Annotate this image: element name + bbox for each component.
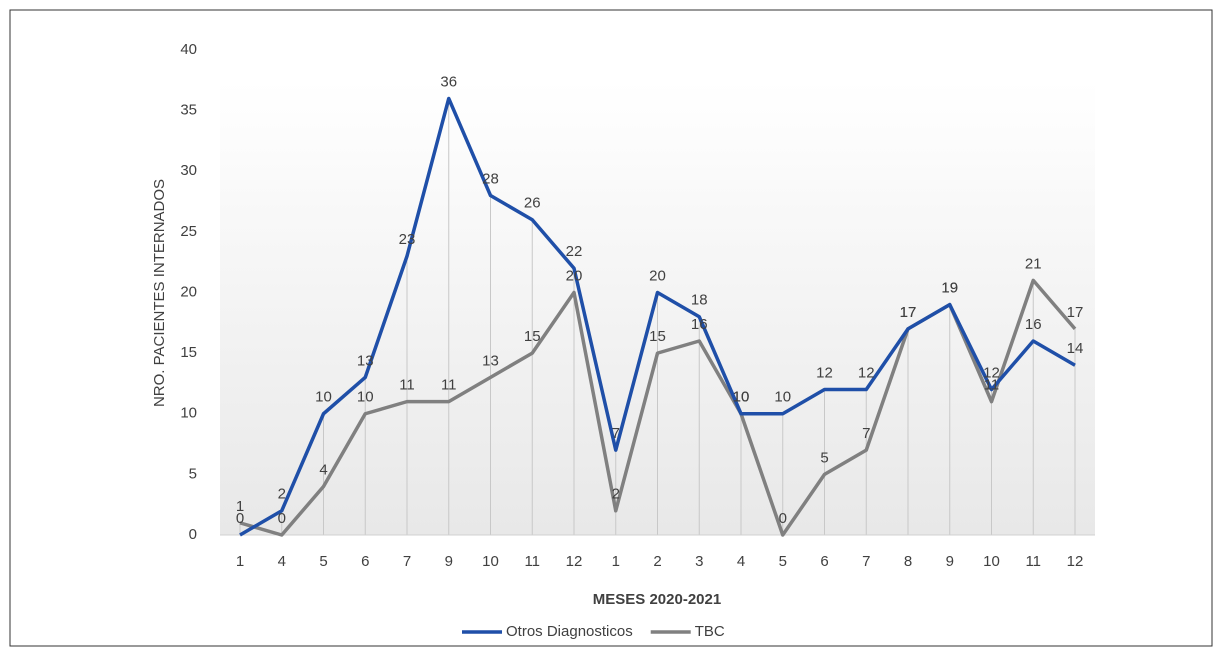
x-tick-label: 6 <box>820 553 828 570</box>
data-label: 21 <box>1025 255 1042 272</box>
data-label: 10 <box>357 389 374 406</box>
x-tick-label: 1 <box>612 553 620 570</box>
x-tick-label: 11 <box>1025 553 1041 570</box>
data-label: 12 <box>858 364 875 381</box>
x-tick-label: 3 <box>695 553 703 570</box>
x-tick-label: 6 <box>361 553 369 570</box>
data-label: 14 <box>1067 340 1084 357</box>
data-label: 26 <box>524 195 541 212</box>
legend-label: Otros Diagnosticos <box>506 623 633 640</box>
series-line <box>239 96 1076 537</box>
data-label: 22 <box>566 243 583 260</box>
legend-label: TBC <box>695 623 725 640</box>
y-tick-label: 0 <box>189 526 197 543</box>
x-tick-label: 7 <box>403 553 411 570</box>
data-label: 20 <box>566 267 583 284</box>
data-label: 13 <box>482 352 499 369</box>
data-label: 10 <box>733 389 750 406</box>
data-label: 7 <box>862 425 870 442</box>
x-tick-label: 10 <box>482 553 499 570</box>
x-tick-label: 9 <box>445 553 453 570</box>
data-label: 2 <box>278 486 286 503</box>
x-tick-label: 9 <box>946 553 954 570</box>
data-label: 15 <box>524 328 541 345</box>
data-label: 17 <box>900 304 917 321</box>
data-label: 12 <box>983 364 1000 381</box>
data-label: 36 <box>440 73 457 90</box>
x-tick-label: 10 <box>983 553 1000 570</box>
x-tick-label: 8 <box>904 553 912 570</box>
x-axis-title: MESES 2020-2021 <box>593 591 721 608</box>
y-tick-label: 40 <box>180 41 197 58</box>
data-label: 11 <box>984 377 1000 394</box>
data-label: 2 <box>612 486 620 503</box>
data-label: 7 <box>612 425 620 442</box>
data-label: 16 <box>691 316 708 333</box>
x-tick-label: 12 <box>566 553 583 570</box>
x-tick-label: 2 <box>653 553 661 570</box>
y-tick-label: 15 <box>180 344 197 361</box>
data-label: 16 <box>1025 316 1042 333</box>
data-label: 17 <box>1067 304 1084 321</box>
data-label: 0 <box>779 510 787 527</box>
data-label: 19 <box>941 280 958 297</box>
data-label: 23 <box>399 231 416 248</box>
x-tick-label: 11 <box>524 553 540 570</box>
data-label: 15 <box>649 328 666 345</box>
x-tick-label: 5 <box>779 553 787 570</box>
data-label: 0 <box>278 510 286 527</box>
x-tick-label: 12 <box>1067 553 1084 570</box>
data-label: 10 <box>733 389 750 406</box>
data-label: 13 <box>357 352 374 369</box>
data-label: 4 <box>319 461 327 478</box>
y-tick-label: 10 <box>180 405 197 422</box>
y-tick-label: 25 <box>180 223 197 240</box>
x-tick-label: 5 <box>319 553 327 570</box>
x-tick-label: 4 <box>278 553 286 570</box>
y-tick-label: 30 <box>180 162 197 179</box>
y-axis-title: NRO. PACIENTES INTERNADOS <box>151 179 168 407</box>
data-label: 0 <box>236 510 244 527</box>
data-label: 20 <box>649 267 666 284</box>
data-label: 5 <box>820 449 828 466</box>
data-label: 11 <box>441 377 457 394</box>
data-label: 19 <box>941 280 958 297</box>
data-label: 28 <box>482 170 499 187</box>
data-label: 10 <box>774 389 791 406</box>
x-tick-label: 1 <box>236 553 244 570</box>
x-tick-label: 4 <box>737 553 745 570</box>
y-tick-label: 5 <box>189 465 197 482</box>
data-label: 18 <box>691 292 708 309</box>
x-tick-label: 7 <box>862 553 870 570</box>
data-label: 10 <box>315 389 332 406</box>
data-label: 1 <box>236 498 244 515</box>
y-tick-label: 35 <box>180 102 197 119</box>
data-label: 17 <box>900 304 917 321</box>
y-tick-label: 20 <box>180 283 197 300</box>
data-label: 12 <box>816 364 833 381</box>
data-label: 11 <box>399 377 415 394</box>
